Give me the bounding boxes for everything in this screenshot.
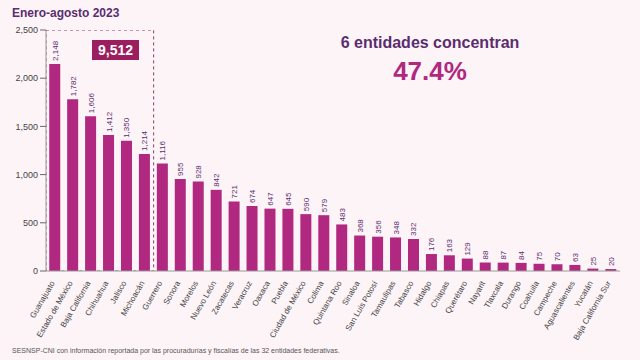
svg-text:Baja California: Baja California [58,279,93,330]
svg-text:Campeche: Campeche [531,279,559,318]
svg-text:590: 590 [302,197,311,211]
svg-text:Querétaro: Querétaro [443,279,469,315]
svg-text:368: 368 [356,219,365,233]
svg-text:928: 928 [194,165,203,179]
svg-text:Hidalgo: Hidalgo [412,279,434,308]
svg-text:San Luis Potosí: San Luis Potosí [343,279,380,333]
svg-text:1,214: 1,214 [140,130,149,151]
svg-text:483: 483 [338,208,347,222]
svg-text:176: 176 [427,237,436,251]
svg-text:2,148: 2,148 [51,40,60,61]
svg-text:Nuevo León: Nuevo León [189,280,218,322]
svg-text:Puebla: Puebla [269,279,290,306]
svg-text:Sonora: Sonora [161,279,183,307]
svg-text:Aguascalientes: Aguascalientes [542,280,577,331]
svg-text:674: 674 [248,189,257,203]
svg-text:Veracruz: Veracruz [230,280,254,312]
svg-text:1,782: 1,782 [69,76,78,97]
svg-text:Zacatecas: Zacatecas [210,280,236,316]
svg-text:955: 955 [176,162,185,176]
svg-text:Colima: Colima [305,279,326,306]
html-text:47.4%: 47.4% [393,56,467,86]
svg-text:1,350: 1,350 [122,117,131,138]
svg-text:1,116: 1,116 [158,140,167,160]
svg-text:Quintana Roo: Quintana Roo [311,279,344,327]
html-text:SESNSP-CNI con información rep: SESNSP-CNI con información reportada por… [12,347,340,354]
svg-text:Chiapas: Chiapas [428,279,452,310]
svg-text:1,000: 1,000 [15,170,38,180]
svg-text:87: 87 [499,250,508,259]
svg-text:25: 25 [589,256,598,265]
svg-text:129: 129 [463,242,472,256]
html-text:Enero-agosto 2023: Enero-agosto 2023 [12,6,120,20]
svg-text:Yucatán: Yucatán [572,279,595,309]
svg-text:1,412: 1,412 [105,111,114,132]
svg-text:2,500: 2,500 [15,25,38,35]
svg-text:Chihuahua: Chihuahua [83,279,110,317]
svg-text:647: 647 [266,192,275,206]
svg-text:356: 356 [374,220,383,234]
svg-text:Guerrero: Guerrero [141,279,165,312]
svg-text:2,000: 2,000 [15,73,38,83]
svg-text:Tabasco: Tabasco [393,279,416,310]
html-text:6 entidades concentran: 6 entidades concentran [340,34,520,51]
svg-text:0: 0 [33,266,38,276]
svg-text:Durango: Durango [499,279,524,311]
svg-text:1,606: 1,606 [87,93,96,114]
svg-text:Morelos: Morelos [178,279,201,309]
svg-text:348: 348 [392,221,401,235]
svg-text:Sinaloa: Sinaloa [340,279,362,308]
svg-text:88: 88 [481,250,490,259]
svg-text:1,500: 1,500 [15,122,38,132]
svg-text:500: 500 [23,218,38,228]
svg-text:20: 20 [607,257,616,266]
svg-text:Estado de México: Estado de México [35,279,75,340]
svg-text:Tlaxcala: Tlaxcala [482,279,506,310]
svg-text:Coahuila: Coahuila [517,279,541,312]
svg-text:842: 842 [212,173,221,187]
svg-text:645: 645 [284,192,293,206]
svg-text:721: 721 [230,185,239,199]
svg-text:63: 63 [571,252,580,261]
svg-text:Oaxaca: Oaxaca [250,279,272,308]
html-text:9,512: 9,512 [98,42,133,58]
svg-text:163: 163 [445,238,454,252]
svg-text:Tamaulipas: Tamaulipas [369,280,397,320]
svg-text:70: 70 [553,252,562,261]
svg-text:75: 75 [535,251,544,260]
svg-text:Ciudad de México: Ciudad de México [268,279,308,339]
svg-text:Guanajuato: Guanajuato [28,279,57,320]
svg-text:579: 579 [320,198,329,212]
svg-text:Jalisco: Jalisco [108,279,129,306]
svg-text:Nayarit: Nayarit [466,279,488,306]
svg-text:Michoacán: Michoacán [119,280,146,318]
svg-text:332: 332 [409,222,418,236]
svg-text:Baja California Sur: Baja California Sur [572,279,613,342]
svg-text:84: 84 [517,250,526,259]
